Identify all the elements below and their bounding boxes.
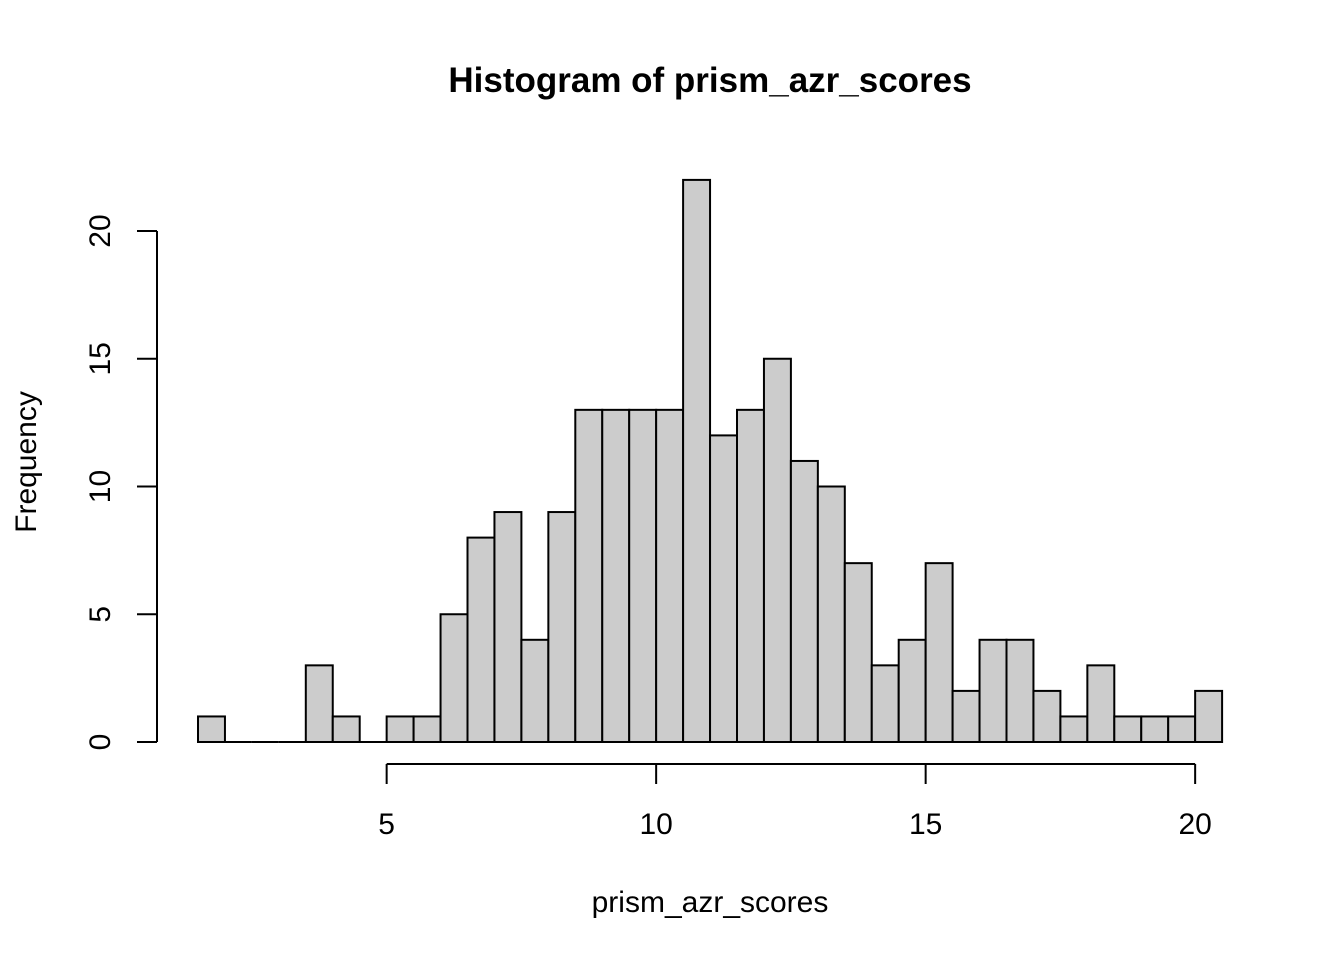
histogram-bar <box>520 638 550 743</box>
histogram-bar <box>789 459 819 743</box>
histogram-bar <box>978 638 1008 743</box>
y-tick-label: 20 <box>84 214 117 247</box>
histogram-bar <box>1005 638 1035 743</box>
y-axis: 0 5 10 15 20 <box>84 214 158 751</box>
histogram-bar <box>682 178 712 743</box>
y-tick-label: 0 <box>84 734 117 751</box>
histogram-bar <box>1059 715 1089 744</box>
x-axis: 5 10 15 20 <box>378 763 1212 841</box>
histogram-bar <box>655 408 685 743</box>
bars <box>197 178 1224 744</box>
histogram-bar <box>1194 689 1224 744</box>
histogram-bar <box>1113 715 1143 744</box>
histogram-bar <box>439 613 469 743</box>
histogram-bar <box>843 562 873 744</box>
histogram-bar <box>493 511 523 743</box>
x-tick-label: 15 <box>909 808 942 841</box>
histogram-bar <box>1167 715 1197 744</box>
histogram-bar <box>547 511 577 743</box>
y-tick-label: 10 <box>84 470 117 503</box>
histogram-bar <box>1140 715 1170 744</box>
histogram-bar <box>1086 664 1116 743</box>
histogram-bar <box>574 408 604 743</box>
x-tick-label: 10 <box>639 808 672 841</box>
histogram-bar <box>709 434 738 743</box>
histogram-bar <box>870 664 900 743</box>
histogram-bar <box>628 408 658 743</box>
histogram-bar <box>412 715 442 744</box>
histogram-bar <box>897 638 927 743</box>
histogram-bar <box>951 689 981 744</box>
histogram-bar <box>385 715 415 744</box>
histogram-bar <box>601 408 631 743</box>
histogram-bar <box>1032 689 1062 744</box>
histogram-bar <box>304 664 334 743</box>
histogram-bar <box>924 562 954 744</box>
histogram-bar <box>197 715 226 744</box>
y-tick-label: 15 <box>84 342 117 375</box>
histogram-bar <box>816 485 846 743</box>
histogram-bar <box>331 715 361 744</box>
y-tick-label: 5 <box>84 606 117 623</box>
chart-title: Histogram of prism_azr_scores <box>448 61 971 100</box>
histogram-bar <box>736 408 765 743</box>
y-axis-label: Frequency <box>10 391 43 533</box>
histogram-bar <box>466 536 496 743</box>
histogram-bar <box>762 357 792 743</box>
x-tick-label: 5 <box>378 808 395 841</box>
x-tick-label: 20 <box>1178 808 1211 841</box>
x-axis-label: prism_azr_scores <box>592 886 829 919</box>
